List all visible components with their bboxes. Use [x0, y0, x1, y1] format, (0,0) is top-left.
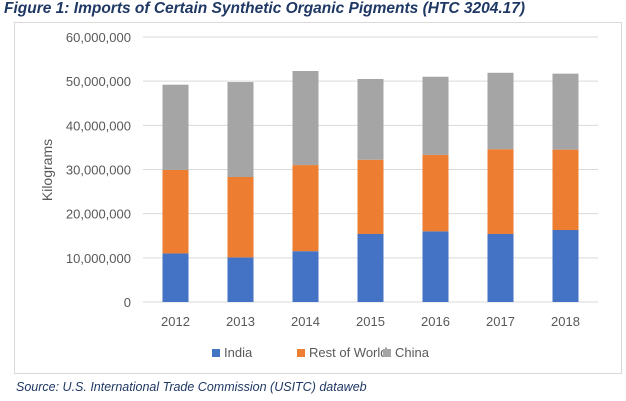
bar-india-2012	[162, 253, 189, 302]
bar-india-2016	[422, 231, 449, 302]
y-tick-label: 0	[124, 295, 131, 310]
bar-china-2016	[422, 76, 449, 155]
y-tick-label: 30,000,000	[66, 163, 131, 178]
x-tick-label: 2017	[486, 314, 515, 329]
y-tick-label: 60,000,000	[66, 30, 131, 45]
y-tick-label: 50,000,000	[66, 74, 131, 89]
bar-rest-of-world-2016	[422, 154, 449, 232]
figure-title: Figure 1: Imports of Certain Synthetic O…	[4, 0, 526, 17]
y-tick-label: 20,000,000	[66, 207, 131, 222]
legend-swatch	[297, 349, 305, 357]
bar-china-2014	[292, 71, 319, 166]
bar-rest-of-world-2015	[357, 159, 384, 234]
x-tick-label: 2015	[356, 314, 385, 329]
legend-swatch	[212, 349, 220, 357]
y-tick-label: 10,000,000	[66, 251, 131, 266]
x-tick-label: 2012	[161, 314, 190, 329]
bar-rest-of-world-2012	[162, 169, 189, 254]
y-tick-label: 40,000,000	[66, 118, 131, 133]
chart-frame	[14, 22, 622, 374]
bar-rest-of-world-2014	[292, 165, 319, 252]
bar-china-2017	[487, 72, 514, 150]
bar-india-2014	[292, 251, 319, 302]
legend-label: India	[224, 345, 253, 360]
bar-rest-of-world-2013	[227, 177, 254, 258]
x-tick-label: 2018	[551, 314, 580, 329]
x-tick-label: 2014	[291, 314, 320, 329]
bar-india-2015	[357, 233, 384, 302]
legend-label: China	[395, 345, 430, 360]
source-note: Source: U.S. International Trade Commiss…	[16, 380, 367, 394]
bar-china-2015	[357, 78, 384, 160]
bar-rest-of-world-2018	[552, 149, 579, 231]
bar-india-2018	[552, 230, 579, 302]
y-axis-label: Kilograms	[39, 139, 55, 201]
bar-india-2017	[487, 233, 514, 302]
bar-china-2012	[162, 84, 189, 170]
bar-india-2013	[227, 257, 254, 302]
legend-swatch	[383, 349, 391, 357]
legend-label: Rest of World	[309, 345, 388, 360]
bar-rest-of-world-2017	[487, 149, 514, 234]
x-tick-label: 2016	[421, 314, 450, 329]
bar-china-2013	[227, 82, 254, 178]
bar-china-2018	[552, 73, 579, 150]
x-tick-label: 2013	[226, 314, 255, 329]
